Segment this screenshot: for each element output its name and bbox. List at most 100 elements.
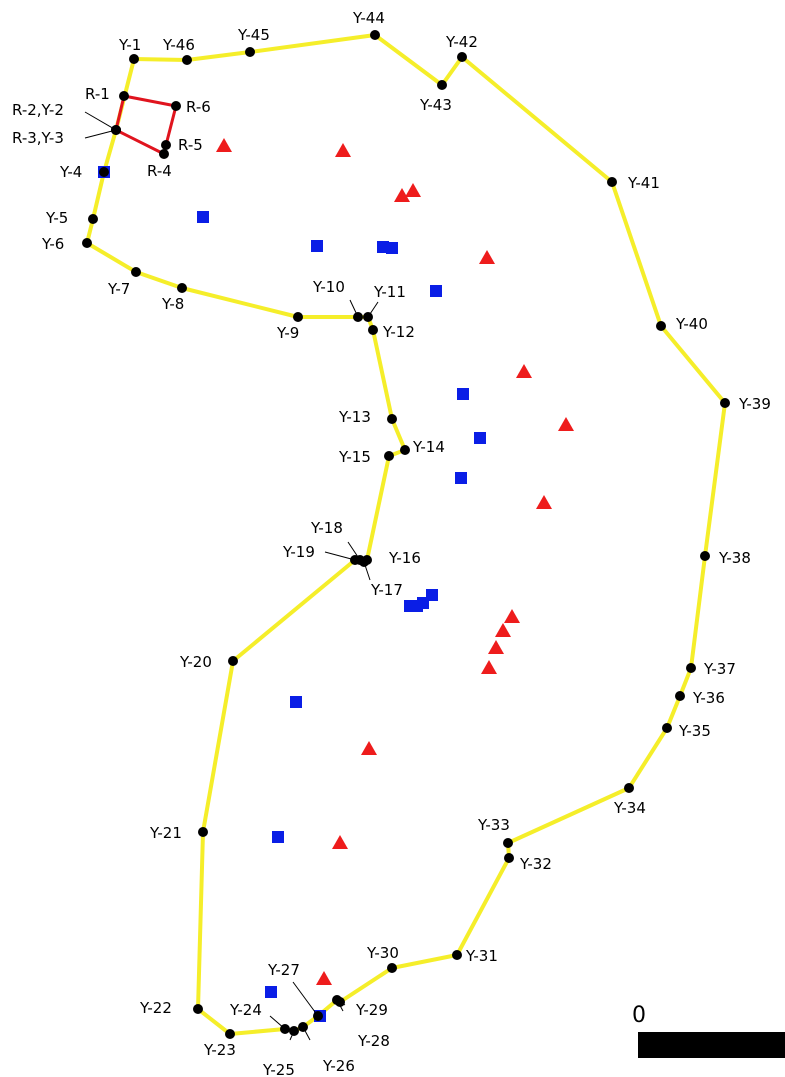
- blue-square-marker-14: [290, 696, 302, 708]
- label-y-19: Y-19: [282, 543, 315, 561]
- label-y-45: Y-45: [237, 26, 270, 44]
- red-triangle-marker-2: [335, 143, 351, 157]
- point-y-32: [504, 853, 514, 863]
- label-y-38: Y-38: [718, 549, 751, 567]
- label-y-12: Y-12: [382, 323, 415, 341]
- label-y-36: Y-36: [692, 689, 725, 707]
- label-y-29: Y-29: [355, 1001, 388, 1019]
- blue-square-marker-8: [474, 432, 486, 444]
- leader-y-27: [292, 981, 319, 1017]
- point-y-41: [607, 177, 617, 187]
- point-y-16: [362, 555, 372, 565]
- label-y-30: Y-30: [366, 944, 399, 962]
- red-triangle-marker-10: [495, 623, 511, 637]
- label-y-9: Y-9: [276, 324, 299, 342]
- point-r-1: [119, 91, 129, 101]
- red-triangle-marker-9: [504, 609, 520, 623]
- label-y-20: Y-20: [179, 653, 212, 671]
- label-r-2-y-2: R-2,Y-2: [12, 101, 64, 119]
- label-y-13: Y-13: [338, 408, 371, 426]
- label-y-25: Y-25: [262, 1061, 295, 1077]
- point-labels: Y-1 Y-46Y-45Y-44Y-43Y-42Y-41Y-40Y-39Y-38Y…: [12, 9, 771, 1077]
- blue-square-marker-3: [311, 240, 323, 252]
- point-y-37: [686, 663, 696, 673]
- label-y-44: Y-44: [352, 9, 385, 27]
- label-y-42: Y-42: [445, 33, 478, 51]
- point-y-46: [182, 55, 192, 65]
- label-y-40: Y-40: [675, 315, 708, 333]
- point-r-6: [171, 101, 181, 111]
- red-triangle-marker-11: [488, 640, 504, 654]
- red-triangle-marker-14: [332, 835, 348, 849]
- blue-square-marker-6: [430, 285, 442, 297]
- label-y-24: Y-24: [229, 1001, 262, 1019]
- label-y-17: Y-17: [370, 581, 403, 599]
- red-triangle-marker-7: [558, 417, 574, 431]
- label-y-23: Y-23: [203, 1041, 236, 1059]
- point-y-33: [503, 838, 513, 848]
- blue-square-marker-5: [386, 242, 398, 254]
- label-y-31: Y-31: [465, 947, 498, 965]
- label-y-8: Y-8: [161, 295, 184, 313]
- red-triangle-marker-6: [516, 364, 532, 378]
- point-y-35: [662, 723, 672, 733]
- point-y-20: [228, 656, 238, 666]
- point-y-8: [177, 283, 187, 293]
- label-r-5: R-5: [178, 136, 203, 154]
- label-y-32: Y-32: [519, 855, 552, 873]
- point-y-39: [720, 398, 730, 408]
- point-y-36: [675, 691, 685, 701]
- scale-bar: 0: [632, 1003, 785, 1058]
- red-triangle-marker-5: [479, 250, 495, 264]
- blue-square-marker-9: [455, 472, 467, 484]
- label-y-28: Y-28: [357, 1032, 390, 1050]
- point-y-1: [129, 54, 139, 64]
- red-triangle-marker-4: [394, 188, 410, 202]
- point-y-40: [656, 321, 666, 331]
- point-r-5: [161, 140, 171, 150]
- point-r-2-y-2: [111, 125, 121, 135]
- point-y-26: [298, 1022, 308, 1032]
- label-r-6: R-6: [186, 98, 211, 116]
- label-y-39: Y-39: [738, 395, 771, 413]
- red-triangle-marker-3: [405, 183, 421, 197]
- scale-bar-rect: [638, 1032, 785, 1058]
- sample-markers: [98, 138, 574, 1022]
- point-y-43: [437, 80, 447, 90]
- point-y-34: [624, 783, 634, 793]
- blue-square-marker-7: [457, 388, 469, 400]
- point-y-30: [387, 963, 397, 973]
- point-y-10: [353, 312, 363, 322]
- label-y-7: Y-7: [107, 280, 130, 298]
- label-y-46: Y-46: [162, 36, 195, 54]
- point-y-14: [400, 445, 410, 455]
- label-y-27: Y-27: [267, 961, 300, 979]
- red-triangle-marker-15: [316, 971, 332, 985]
- point-y-7: [131, 267, 141, 277]
- red-triangle-marker-8: [536, 495, 552, 509]
- point-y-5: [88, 214, 98, 224]
- point-y-9: [293, 312, 303, 322]
- point-y-42: [457, 52, 467, 62]
- label-r-3-y-3: R-3,Y-3: [12, 129, 64, 147]
- point-y-25: [289, 1026, 299, 1036]
- label-y-16: Y-16: [388, 549, 421, 567]
- red-triangle-marker-1: [216, 138, 232, 152]
- leader-r-3-y-3: [84, 129, 117, 139]
- point-y-4: [99, 167, 109, 177]
- red-triangle-marker-12: [481, 660, 497, 674]
- label-y-14: Y-14: [412, 438, 445, 456]
- label-y-15: Y-15: [338, 448, 371, 466]
- label-r-1: R-1: [85, 85, 110, 103]
- point-y-44: [370, 30, 380, 40]
- label-y-35: Y-35: [678, 722, 711, 740]
- point-y-12: [368, 325, 378, 335]
- red-triangle-marker-13: [361, 741, 377, 755]
- scale-bar-label: 0: [632, 1003, 646, 1028]
- label-y-18: Y-18: [310, 519, 343, 537]
- point-y-13: [387, 414, 397, 424]
- label-y-43: Y-43: [419, 96, 452, 114]
- label-y-5: Y-5: [45, 209, 68, 227]
- blue-square-marker-16: [265, 986, 277, 998]
